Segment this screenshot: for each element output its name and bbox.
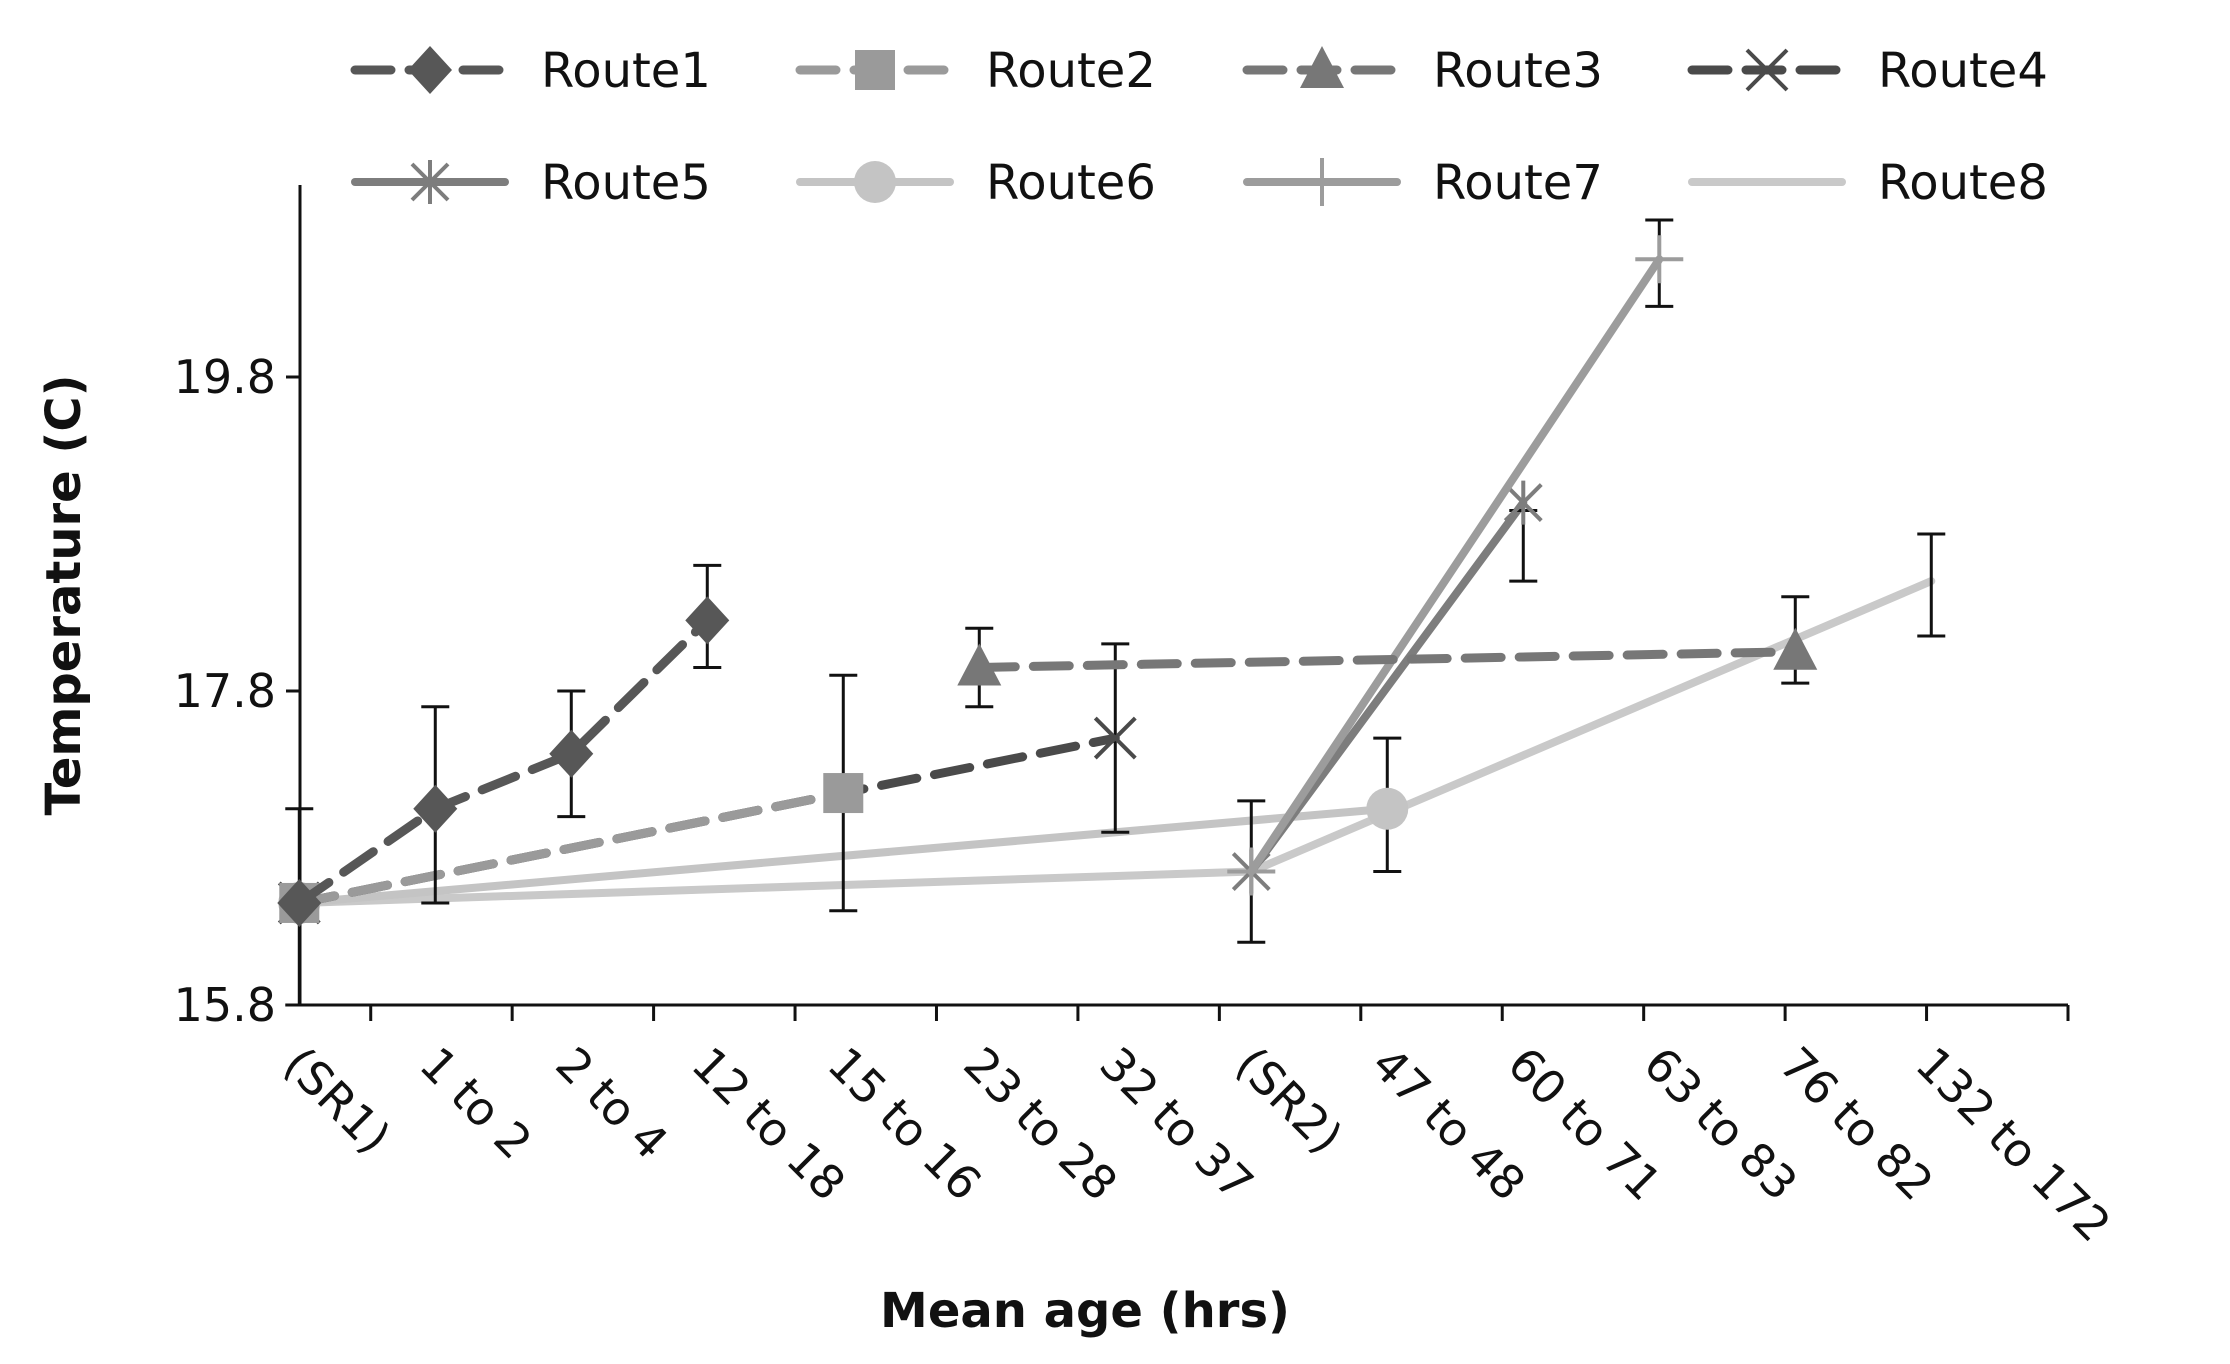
data-point (408, 46, 452, 94)
data-point (1773, 627, 1818, 670)
data-point (1635, 235, 1684, 284)
series-line (1247, 255, 1664, 876)
y-axis: 15.8 17.8 19.8 (174, 185, 302, 1032)
legend-item-route8: Route8 (1688, 155, 2048, 211)
data-point (1503, 480, 1543, 525)
data-point (413, 784, 458, 833)
legend-label: Route1 (541, 43, 711, 99)
series-route1 (277, 563, 730, 927)
legend-item-route6: Route6 (796, 155, 1156, 211)
data-point (854, 161, 896, 203)
y-tick-label: 15.8 (174, 978, 276, 1032)
legend-item-route1: Route1 (350, 43, 711, 99)
legend-label: Route4 (1878, 43, 2048, 99)
legend-label: Route6 (986, 155, 1156, 211)
data-point (277, 878, 322, 927)
y-tick-label: 19.8 (174, 350, 276, 404)
legend: Route1 Route2 Route3 Route4 Route5 Route6 Rout… (350, 43, 2048, 211)
data-point (823, 773, 864, 814)
legend-label: Route3 (1433, 43, 1603, 99)
data-point (1300, 46, 1344, 88)
legend-label: Route2 (986, 43, 1156, 99)
data-point (1298, 158, 1346, 206)
x-tick-label: 2 to 4 (546, 1037, 679, 1170)
data-point (957, 643, 1002, 686)
y-tick-label: 17.8 (174, 664, 276, 718)
series-line (294, 615, 712, 908)
x-axis-title: Mean age (hrs) (880, 1283, 1290, 1339)
legend-item-route3: Route3 (1242, 43, 1603, 99)
series-route3 (957, 595, 1818, 709)
y-axis-title: Temperature (C) (36, 374, 92, 815)
data-point (685, 596, 730, 645)
legend-item-route2: Route2 (795, 43, 1156, 99)
data-point (855, 50, 895, 90)
error-bar (1917, 532, 1946, 638)
legend-item-route5: Route5 (351, 155, 711, 211)
data-point (1366, 787, 1409, 830)
legend-label: Route5 (541, 155, 711, 211)
series-line (974, 647, 1800, 672)
legend-item-route7: Route7 (1243, 155, 1603, 211)
legend-label: Route8 (1878, 155, 2048, 211)
x-tick-label: 1 to 2 (410, 1037, 543, 1170)
series-route7 (1227, 218, 1684, 896)
data-point (1227, 847, 1276, 896)
data-point (1093, 716, 1137, 760)
x-tick-label: (SR1) (274, 1037, 402, 1165)
data-point (549, 729, 594, 778)
data-point (1745, 48, 1789, 92)
series-line (294, 788, 848, 908)
series-layer (277, 218, 1946, 1007)
series-route8 (295, 532, 1946, 907)
legend-item-route4: Route4 (1687, 43, 2048, 99)
legend-label: Route7 (1433, 155, 1603, 211)
x-tick-label: 132 to 172 (1906, 1037, 2122, 1253)
x-tick-label: (SR2) (1226, 1037, 1354, 1165)
data-point (410, 160, 450, 204)
